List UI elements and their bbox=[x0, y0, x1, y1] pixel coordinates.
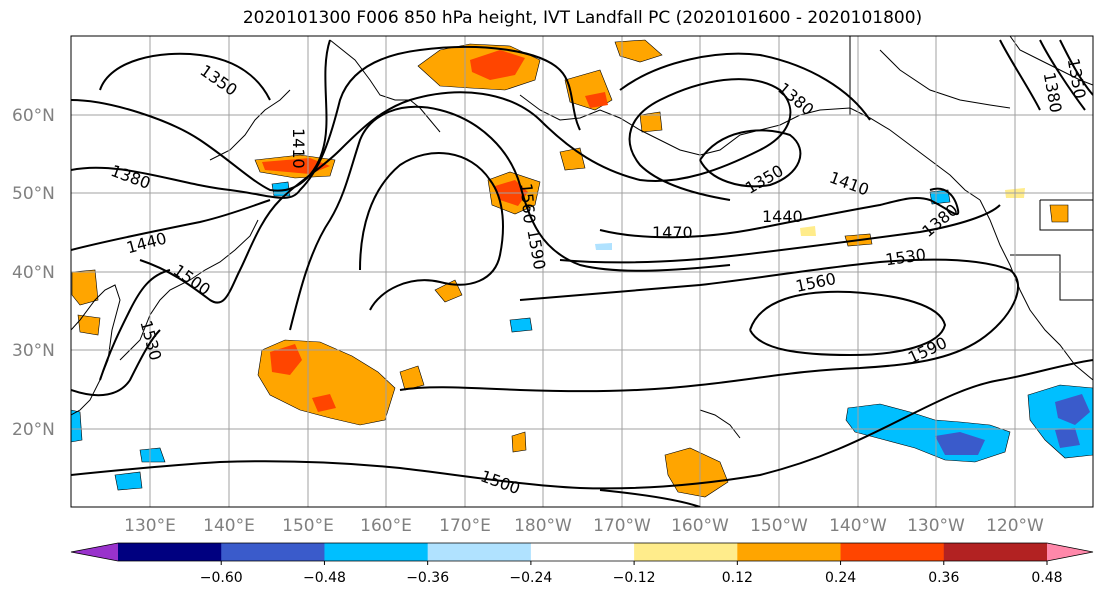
contour-label: 1410 bbox=[289, 128, 308, 169]
lon-label: 150°E bbox=[282, 516, 334, 536]
map-border bbox=[70, 35, 1094, 508]
ivt-negative-region bbox=[71, 409, 83, 443]
colorbar-cell bbox=[634, 543, 738, 561]
ivt-strong-region bbox=[312, 394, 336, 412]
colorbar-ticks: −0.60 −0.48 −0.36 −0.24 −0.12 0.12 0.24 0.36 0.4… bbox=[200, 561, 1063, 586]
colorbar-tick-label: −0.36 bbox=[406, 570, 449, 586]
ivt-strong-negative-region bbox=[935, 432, 985, 455]
lon-label: 150°W bbox=[750, 516, 808, 536]
lon-label: 130°E bbox=[124, 516, 176, 536]
colorbar-cell bbox=[118, 543, 222, 561]
colorbar-cell bbox=[737, 543, 842, 561]
contour-label: 1470 bbox=[652, 223, 693, 242]
longitude-labels: 130°E 140°E 150°E 160°E 170°E 180°W 170°… bbox=[124, 516, 1044, 536]
colorbar-tick-label: −0.24 bbox=[509, 570, 552, 586]
ivt-strong-region bbox=[470, 50, 525, 80]
lat-label-50n: 50°N bbox=[12, 184, 55, 204]
lon-label: 130°W bbox=[907, 516, 965, 536]
colorbar-cell bbox=[221, 543, 325, 561]
colorbar-tick-label: 0.12 bbox=[722, 570, 753, 586]
lon-label: 170°W bbox=[593, 516, 651, 536]
colorbar-cell bbox=[840, 543, 945, 561]
colorbar-cell bbox=[943, 543, 1048, 561]
lon-label: 140°E bbox=[203, 516, 255, 536]
lat-label-20n: 20°N bbox=[12, 420, 55, 440]
lon-label: 120°W bbox=[986, 516, 1044, 536]
colorbar-cells bbox=[118, 543, 1048, 561]
lat-label-30n: 30°N bbox=[12, 341, 55, 361]
ivt-positive-region bbox=[399, 365, 425, 391]
lat-label-40n: 40°N bbox=[12, 263, 55, 283]
ivt-positive-region bbox=[71, 269, 99, 306]
ivt-strong-negative-region bbox=[1055, 428, 1080, 448]
ivt-weak-positive-region bbox=[800, 226, 816, 236]
contour-label: 1440 bbox=[762, 207, 803, 226]
colorbar-tick-label: −0.60 bbox=[200, 570, 243, 586]
colorbar: −0.60 −0.48 −0.36 −0.24 −0.12 0.12 0.24 0.36 0.4… bbox=[70, 542, 1094, 586]
colorbar-tick-label: 0.24 bbox=[825, 570, 856, 586]
ivt-strong-region bbox=[270, 344, 302, 375]
lon-label: 160°W bbox=[671, 516, 729, 536]
ivt-negative-region bbox=[139, 447, 166, 463]
lon-label: 180°W bbox=[514, 516, 572, 536]
ivt-positive-region bbox=[77, 314, 101, 336]
colorbar-outline bbox=[70, 542, 1094, 562]
ivt-positive-region bbox=[1049, 204, 1069, 223]
contour-label: 1560 bbox=[517, 182, 539, 224]
ivt-positive-region bbox=[639, 111, 663, 133]
colorbar-cell bbox=[324, 543, 429, 561]
ivt-strong-region bbox=[585, 92, 608, 108]
plot-title: 2020101300 F006 850 hPa height, IVT Land… bbox=[242, 8, 923, 28]
ivt-negative-region bbox=[114, 471, 143, 491]
colorbar-max-extension bbox=[1047, 543, 1093, 561]
lat-label-60n: 60°N bbox=[12, 106, 55, 126]
ivt-negative-region bbox=[509, 317, 533, 333]
lon-label: 170°E bbox=[439, 516, 491, 536]
colorbar-tick-label: 0.36 bbox=[928, 570, 959, 586]
colorbar-cell bbox=[427, 543, 532, 561]
ivt-strong-negative-region bbox=[1055, 394, 1090, 425]
colorbar-min-extension bbox=[71, 543, 118, 561]
colorbar-tick-label: −0.48 bbox=[303, 570, 346, 586]
colorbar-tick-label: 0.48 bbox=[1031, 570, 1062, 586]
height-contours bbox=[71, 39, 1093, 507]
ivt-positive-region bbox=[511, 431, 527, 453]
ivt-weak-negative-region bbox=[595, 243, 612, 250]
lon-label: 160°E bbox=[360, 516, 412, 536]
colorbar-cell bbox=[530, 543, 635, 561]
gridlines bbox=[71, 36, 1093, 507]
latitude-labels: 60°N 50°N 40°N 30°N 20°N bbox=[12, 106, 55, 440]
lon-label: 140°W bbox=[829, 516, 887, 536]
colorbar-tick-label: −0.12 bbox=[613, 570, 656, 586]
ivt-positive-region bbox=[614, 39, 663, 63]
contour-label: 1320 bbox=[1094, 78, 1105, 119]
